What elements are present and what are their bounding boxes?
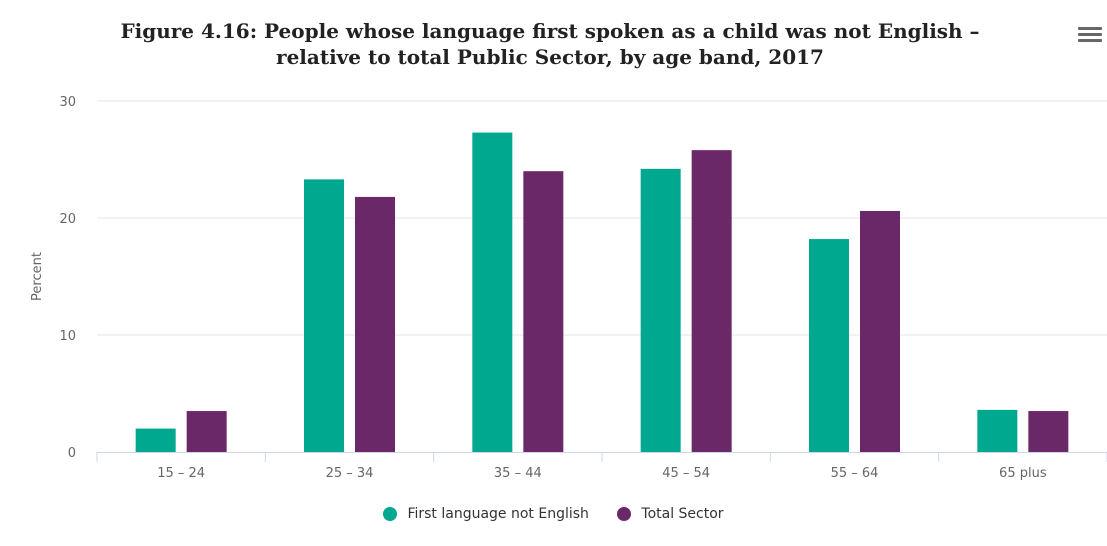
legend: First language not English Total Sector bbox=[0, 506, 1107, 525]
x-tick-label: 45 – 54 bbox=[662, 466, 710, 481]
legend-label: Total Sector bbox=[641, 506, 724, 522]
y-tick-label: 0 bbox=[68, 446, 76, 461]
chart-title-line1: Figure 4.16: People whose language first… bbox=[120, 19, 980, 43]
bar-total-sector[interactable] bbox=[691, 150, 732, 452]
bars bbox=[135, 132, 1069, 453]
bar-first-language[interactable] bbox=[640, 168, 681, 453]
chart-title-line2: relative to total Public Sector, by age … bbox=[276, 45, 824, 69]
legend-item-total-sector[interactable]: Total Sector bbox=[617, 506, 724, 522]
grid-lines bbox=[97, 100, 1107, 336]
bar-total-sector[interactable] bbox=[1028, 411, 1069, 452]
legend-label: First language not English bbox=[407, 506, 589, 522]
bar-total-sector[interactable] bbox=[523, 171, 564, 452]
menu-bar bbox=[1078, 27, 1102, 30]
x-axis: 15 – 24 25 – 34 35 – 44 45 – 54 55 – 64 65 pl… bbox=[96, 452, 1107, 481]
chart-title: Figure 4.16: People whose language first… bbox=[60, 18, 1040, 70]
y-tick-label: 10 bbox=[59, 329, 76, 344]
x-tick-label: 65 plus bbox=[999, 466, 1047, 481]
bar-first-language[interactable] bbox=[977, 409, 1018, 452]
bar-total-sector[interactable] bbox=[186, 411, 227, 452]
bar-first-language[interactable] bbox=[472, 132, 513, 452]
x-tick-label: 35 – 44 bbox=[494, 466, 542, 481]
y-tick-label: 30 bbox=[59, 95, 76, 110]
y-axis-title: Percent bbox=[30, 252, 45, 301]
legend-marker bbox=[383, 507, 398, 521]
y-tick-label: 20 bbox=[59, 212, 76, 227]
legend-marker bbox=[617, 507, 632, 521]
bar-total-sector[interactable] bbox=[860, 210, 900, 452]
bar-first-language[interactable] bbox=[135, 428, 176, 452]
menu-bar bbox=[1078, 39, 1102, 42]
bar-first-language[interactable] bbox=[304, 179, 344, 452]
bar-chart: 0 10 20 30 15 – 24 25 – 34 35 – 44 45 – 54 55 –… bbox=[30, 95, 1107, 481]
bar-first-language[interactable] bbox=[809, 239, 849, 452]
hamburger-menu-icon[interactable] bbox=[1078, 24, 1102, 46]
y-axis-ticks: 0 10 20 30 bbox=[59, 95, 76, 461]
bar-total-sector[interactable] bbox=[355, 196, 395, 452]
x-tick-label: 15 – 24 bbox=[157, 466, 205, 481]
x-tick-label: 55 – 64 bbox=[831, 466, 879, 481]
x-tick-label: 25 – 34 bbox=[326, 466, 374, 481]
legend-item-first-language[interactable]: First language not English bbox=[383, 506, 589, 522]
menu-bar bbox=[1078, 33, 1102, 36]
